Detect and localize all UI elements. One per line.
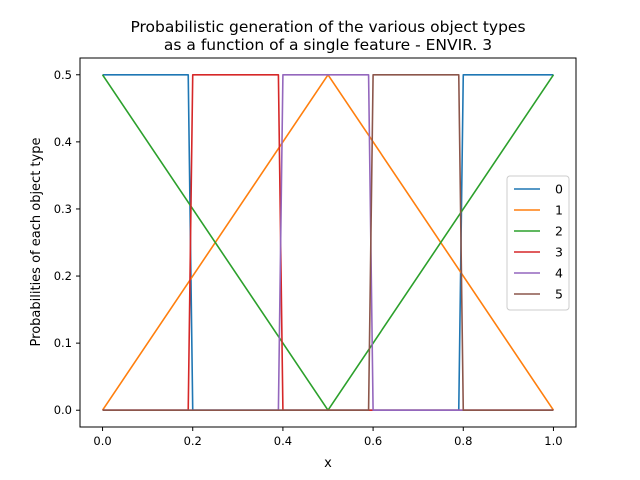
series-layer <box>101 73 555 412</box>
series-line-5 <box>102 73 554 412</box>
y-tick-label: 0.4 <box>54 135 72 149</box>
x-axis-ticks: 0.0 0.2 0.4 0.6 0.8 1.0 <box>93 427 563 448</box>
legend-label-1: 1 <box>555 203 563 218</box>
x-tick-label: 0.8 <box>454 434 472 448</box>
y-tick-label: 0.3 <box>54 202 72 216</box>
legend-label-0: 0 <box>555 182 563 197</box>
y-tick-label: 0.2 <box>54 269 72 283</box>
y-tick-label: 0.0 <box>54 403 72 417</box>
chart-title-line-1: Probabilistic generation of the various … <box>130 18 525 36</box>
legend-label-5: 5 <box>555 287 563 302</box>
legend-label-3: 3 <box>555 245 563 260</box>
chart-title-line-2: as a function of a single feature - ENVI… <box>164 36 492 54</box>
y-tick-label: 0.1 <box>54 336 72 350</box>
y-axis-ticks: 0.0 0.1 0.2 0.3 0.4 0.5 <box>54 68 80 417</box>
legend: 0 1 2 3 4 5 <box>506 175 570 311</box>
x-tick-label: 0.6 <box>364 434 382 448</box>
x-tick-label: 0.4 <box>274 434 292 448</box>
x-tick-label: 1.0 <box>544 434 562 448</box>
x-axis-label: x <box>324 456 332 471</box>
y-axis-label: Probabilities of each object type <box>29 138 44 347</box>
legend-label-2: 2 <box>555 224 563 239</box>
y-tick-label: 0.5 <box>54 68 72 82</box>
plot-area-frame <box>79 57 577 428</box>
legend-label-4: 4 <box>555 266 563 281</box>
x-tick-label: 0.0 <box>93 434 111 448</box>
x-tick-label: 0.2 <box>184 434 202 448</box>
